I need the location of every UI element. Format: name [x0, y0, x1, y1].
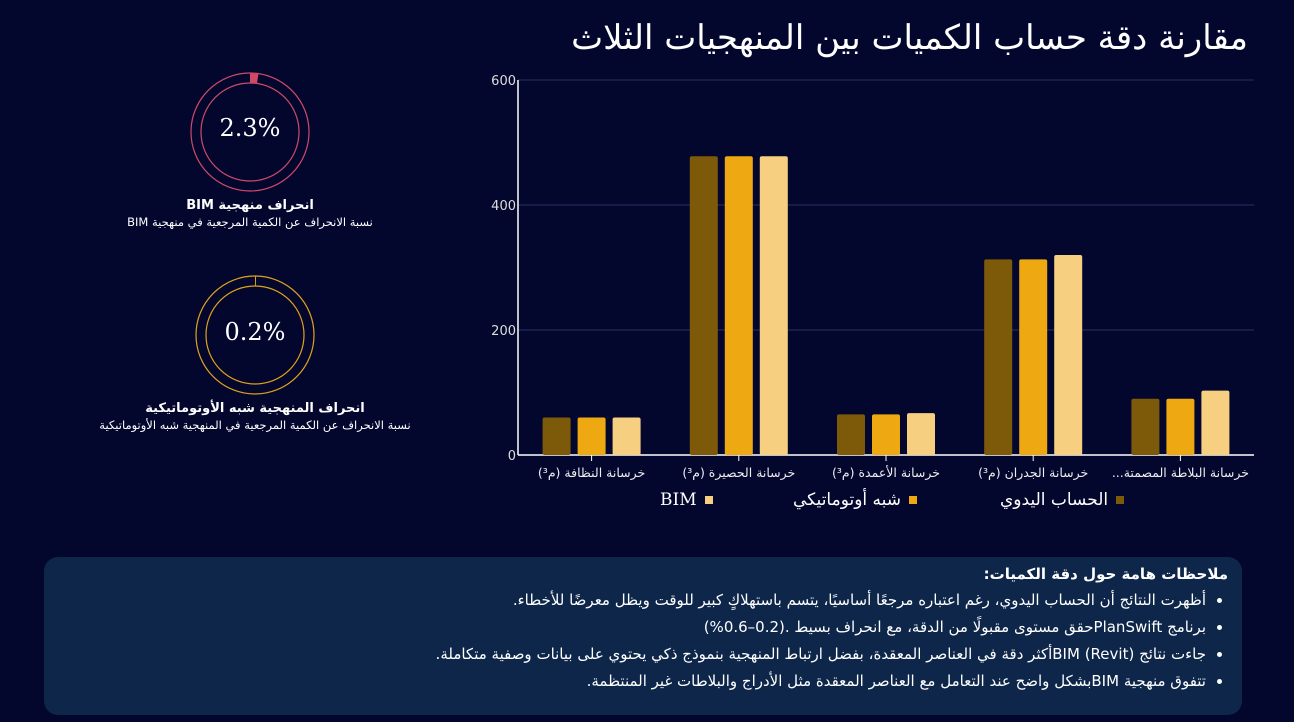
gauge-inner-ring: [200, 82, 300, 182]
gauge-outer-ring: [190, 72, 310, 192]
gauge-semi-auto: 0.2% انحراف المنهجية شبه الأوتوماتيكية ن…: [80, 273, 430, 432]
legend-swatch: [1116, 496, 1125, 504]
x-tick-label: خرسانة الحصيرة (م³): [682, 465, 795, 481]
bar[interactable]: [1054, 255, 1083, 455]
bar[interactable]: [612, 417, 641, 456]
y-tick-label: 200: [491, 324, 516, 339]
bar[interactable]: [724, 156, 753, 455]
bar[interactable]: [872, 414, 900, 455]
gauge-outer-ring: [195, 275, 315, 395]
note-item: برنامج PlanSwiftحقق مستوى مقبولًا من الد…: [44, 614, 1206, 641]
y-tick-label: 400: [491, 199, 516, 214]
note-item: تتفوق منهجية BIMبشكل واضح عند التعامل مع…: [44, 668, 1206, 695]
note-item: أظهرت النتائج أن الحساب اليدوي، رغم اعتب…: [44, 587, 1206, 614]
gauge-subtitle: نسبة الانحراف عن الكمية المرجعية في منهج…: [127, 215, 373, 229]
gauge-fill-arc: [191, 73, 309, 191]
gauge-inner-ring: [205, 285, 305, 385]
bar[interactable]: [577, 417, 606, 456]
gauge-ring: [195, 275, 315, 395]
legend-label: BIM: [660, 490, 697, 510]
x-tick-label: خرسانة النظافة (م³): [538, 465, 645, 481]
bar[interactable]: [837, 414, 865, 455]
x-tick-label: خرسانة الجدران (م³): [978, 465, 1088, 481]
legend-item-semi-auto[interactable]: شبه أوتوماتيكي: [793, 490, 918, 510]
bar-chart: 0 200 400 600 خرسانة النظافة (م³) خرسانة الحص…: [491, 74, 1254, 481]
gauge-fill-arc: [196, 276, 314, 394]
bar[interactable]: [1201, 390, 1230, 455]
y-tick-label: 0: [508, 449, 516, 464]
notes-panel: ملاحظات هامة حول دقة الكميات: أظهرت النت…: [44, 557, 1242, 715]
legend-label: الحساب اليدوي: [1000, 490, 1109, 510]
bar[interactable]: [1019, 259, 1048, 455]
gauge-label: انحراف المنهجية شبه الأوتوماتيكية: [145, 401, 365, 416]
bar[interactable]: [984, 259, 1013, 455]
notes-title: ملاحظات هامة حول دقة الكميات:: [983, 565, 1228, 583]
legend-label: شبه أوتوماتيكي: [793, 490, 902, 510]
gauge-subtitle: نسبة الانحراف عن الكمية المرجعية في المن…: [99, 418, 411, 432]
gauge-value: 0.2%: [224, 318, 286, 346]
bar[interactable]: [759, 156, 788, 455]
bar[interactable]: [689, 156, 718, 455]
bar[interactable]: [1131, 398, 1160, 455]
note-item: جاءت نتائج (BIM (Revitأكثر دقة في العناص…: [44, 641, 1206, 668]
legend-item-manual[interactable]: الحساب اليدوي: [1000, 490, 1125, 510]
gauge-bim: 2.3% انحراف منهجية BIM نسبة الانحراف عن …: [120, 70, 380, 229]
x-tick-label: خرسانة البلاطة المصمتة...: [1112, 465, 1249, 481]
legend-swatch: [909, 496, 918, 504]
page-title: مقارنة دقة حساب الكميات بين المنهجيات ال…: [571, 18, 1248, 58]
gauge-label: انحراف منهجية BIM: [186, 198, 314, 213]
legend-item-bim[interactable]: BIM: [660, 490, 713, 510]
y-tick-label: 600: [491, 74, 516, 89]
legend-swatch: [704, 496, 713, 504]
bar[interactable]: [542, 417, 571, 456]
gauge-value: 2.3%: [219, 114, 281, 142]
gauge-ring: [190, 72, 310, 192]
bar[interactable]: [1166, 398, 1195, 455]
x-tick-label: خرسانة الأعمدة (م³): [832, 465, 940, 481]
bar[interactable]: [907, 413, 935, 455]
